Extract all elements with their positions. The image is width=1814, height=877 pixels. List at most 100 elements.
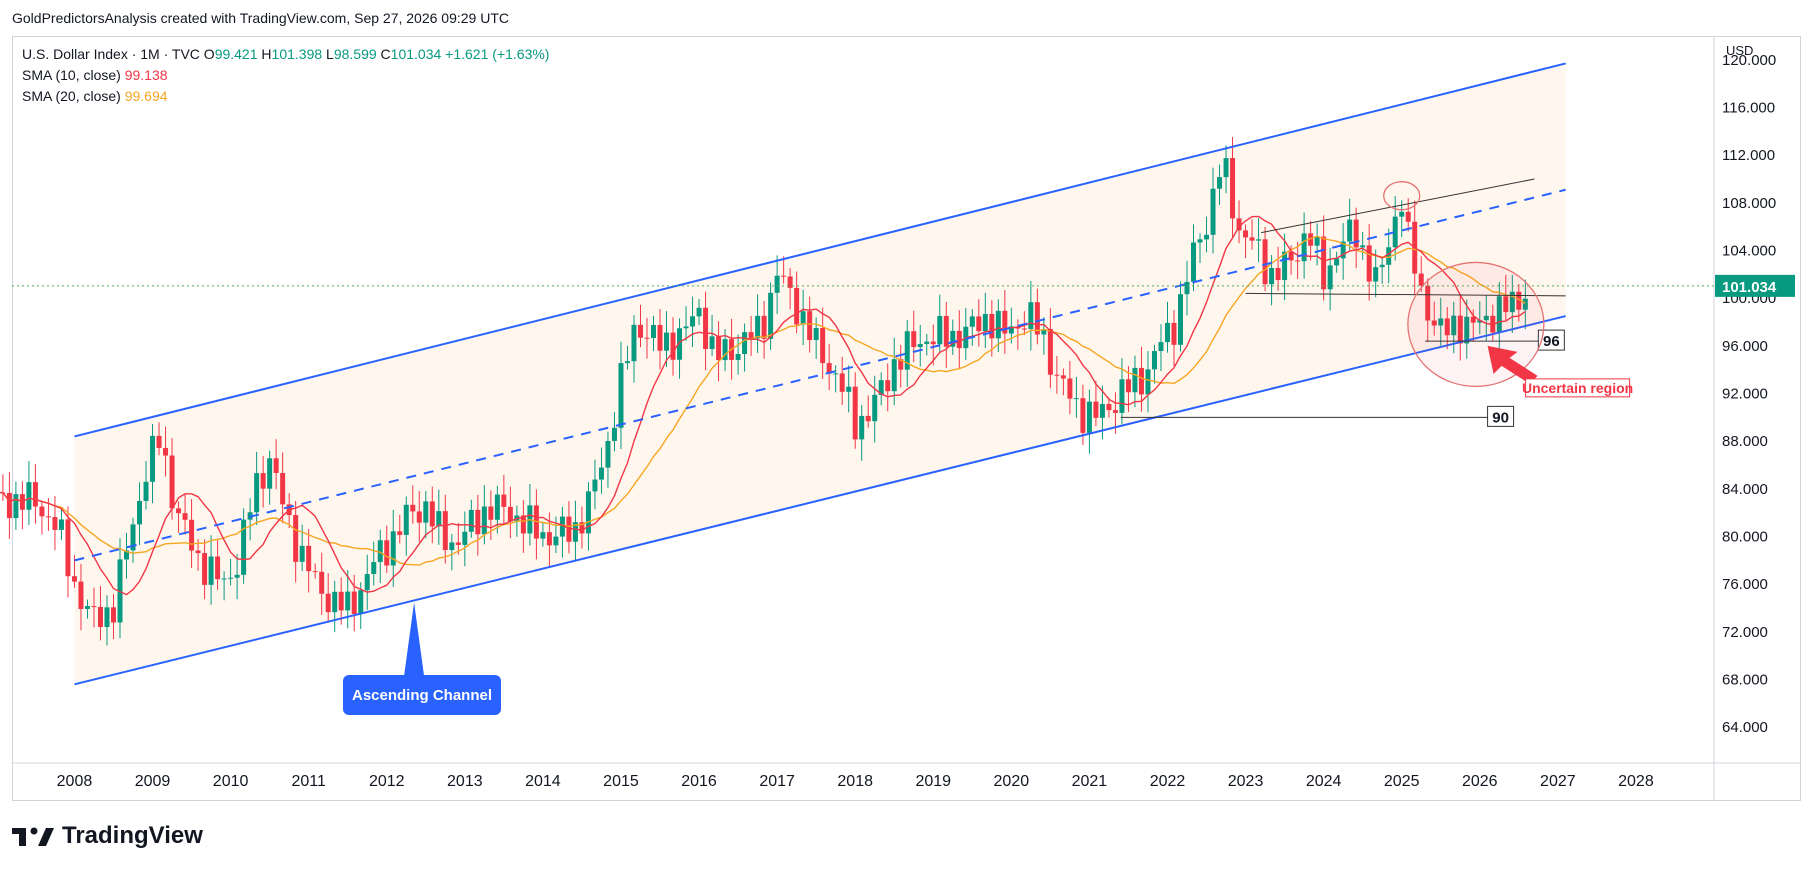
candle-body [1399, 211, 1405, 217]
candle-body [1034, 302, 1040, 335]
candle-body [299, 545, 305, 562]
candle-body [865, 415, 871, 422]
candle-body [807, 311, 813, 340]
candle-body [1360, 245, 1366, 248]
candle-body [1347, 219, 1353, 242]
level-96-label-text: 96 [1543, 333, 1560, 350]
candle-body [781, 275, 787, 277]
candle-body [26, 482, 32, 510]
candle-body [683, 326, 689, 329]
year-tick-label: 2021 [1072, 773, 1108, 790]
candle-body [637, 324, 643, 338]
candle-body [1334, 258, 1340, 266]
year-tick-label: 2022 [1150, 773, 1186, 790]
year-tick-label: 2027 [1540, 773, 1576, 790]
candle-body [1060, 375, 1066, 379]
candle-body [1275, 267, 1281, 281]
candle-body [130, 524, 136, 551]
candle-body [208, 556, 214, 585]
level-90-label: 90 [1487, 405, 1515, 427]
legend-sma10-row[interactable]: SMA (10, close) 99.138 [22, 65, 549, 86]
candle-body [1112, 410, 1118, 413]
candle-body [1177, 294, 1183, 345]
candle-body [221, 578, 227, 580]
last-price-text: 101.034 [1722, 279, 1777, 296]
candle-body [1516, 291, 1522, 310]
uncertain-arrow-icon [1487, 345, 1538, 384]
sma10-label: SMA (10, close) [22, 67, 121, 83]
candle-body [722, 339, 728, 361]
sma20-line [0, 235, 1526, 566]
candle-body [1470, 316, 1476, 323]
candle-body [540, 532, 546, 539]
tradingview-logo-icon [12, 827, 54, 846]
candle-body [651, 324, 657, 338]
candle-body [813, 327, 819, 340]
candle-body [1125, 379, 1131, 393]
candle-body [371, 562, 377, 575]
candle-body [1138, 367, 1144, 395]
year-tick-label: 2008 [57, 773, 93, 790]
candle-body [436, 511, 442, 527]
candle-body [468, 509, 474, 532]
low-value: 98.599 [333, 46, 377, 62]
candle-body [1301, 233, 1307, 262]
candle-body [709, 336, 715, 349]
candle-body [924, 341, 930, 344]
candle-body [1451, 315, 1457, 336]
tradingview-brand[interactable]: TradingView [12, 822, 203, 850]
chart-legend: U.S. Dollar Index · 1M · TVC O99.421 H10… [22, 44, 549, 107]
price-tick-label: 88.000 [1722, 433, 1768, 450]
candle-body [1164, 322, 1170, 343]
candle-body [1171, 322, 1177, 345]
candle-body [234, 574, 240, 578]
high-value: 101.398 [271, 46, 323, 62]
candle-body [1151, 351, 1157, 370]
candle-body [956, 330, 962, 349]
candle-body [976, 316, 982, 332]
candle-body [189, 519, 195, 551]
currency-selector[interactable]: USD [1726, 43, 1754, 58]
candle-body [1047, 329, 1053, 375]
candle-body [1158, 342, 1164, 352]
candle-body [1002, 310, 1008, 334]
candle-body [1093, 401, 1099, 418]
candle-body [1425, 285, 1431, 321]
candle-body [989, 314, 995, 339]
year-tick-label: 2015 [603, 773, 639, 790]
price-tick-label: 72.000 [1722, 624, 1768, 641]
brand-name: TradingView [62, 822, 203, 849]
candle-body [969, 316, 975, 327]
candle-body [1386, 247, 1392, 265]
candle-body [1314, 236, 1320, 246]
level-96-label-box [1537, 329, 1565, 351]
candle-body [390, 531, 396, 566]
candle-body [384, 540, 390, 566]
sma10-value: 99.138 [124, 67, 168, 83]
candle-body [1145, 369, 1151, 395]
channel-callout-text: Ascending Channel [352, 687, 492, 704]
peak-highlight-circle [1383, 181, 1421, 211]
candle-body [1321, 236, 1327, 290]
candle-body [150, 435, 156, 482]
candle-body [859, 415, 865, 440]
candle-body [1210, 188, 1216, 235]
candle-body [455, 542, 461, 545]
legend-sma20-row[interactable]: SMA (20, close) 99.694 [22, 86, 549, 107]
open-label: O [203, 46, 215, 62]
candle-body [1132, 367, 1138, 393]
candle-body [898, 359, 904, 370]
candle-body [1028, 302, 1034, 330]
candle-body [768, 292, 774, 339]
candle-body [254, 473, 260, 513]
level-90-label-box [1487, 405, 1515, 427]
candle-body [794, 287, 800, 325]
candle-body [611, 427, 617, 441]
legend-symbol-row[interactable]: U.S. Dollar Index · 1M · TVC O99.421 H10… [22, 44, 549, 65]
candle-body [742, 332, 748, 354]
year-tick-label: 2024 [1306, 773, 1342, 790]
candle-body [364, 574, 370, 591]
candle-body [995, 310, 1001, 339]
candle-body [1054, 374, 1060, 376]
